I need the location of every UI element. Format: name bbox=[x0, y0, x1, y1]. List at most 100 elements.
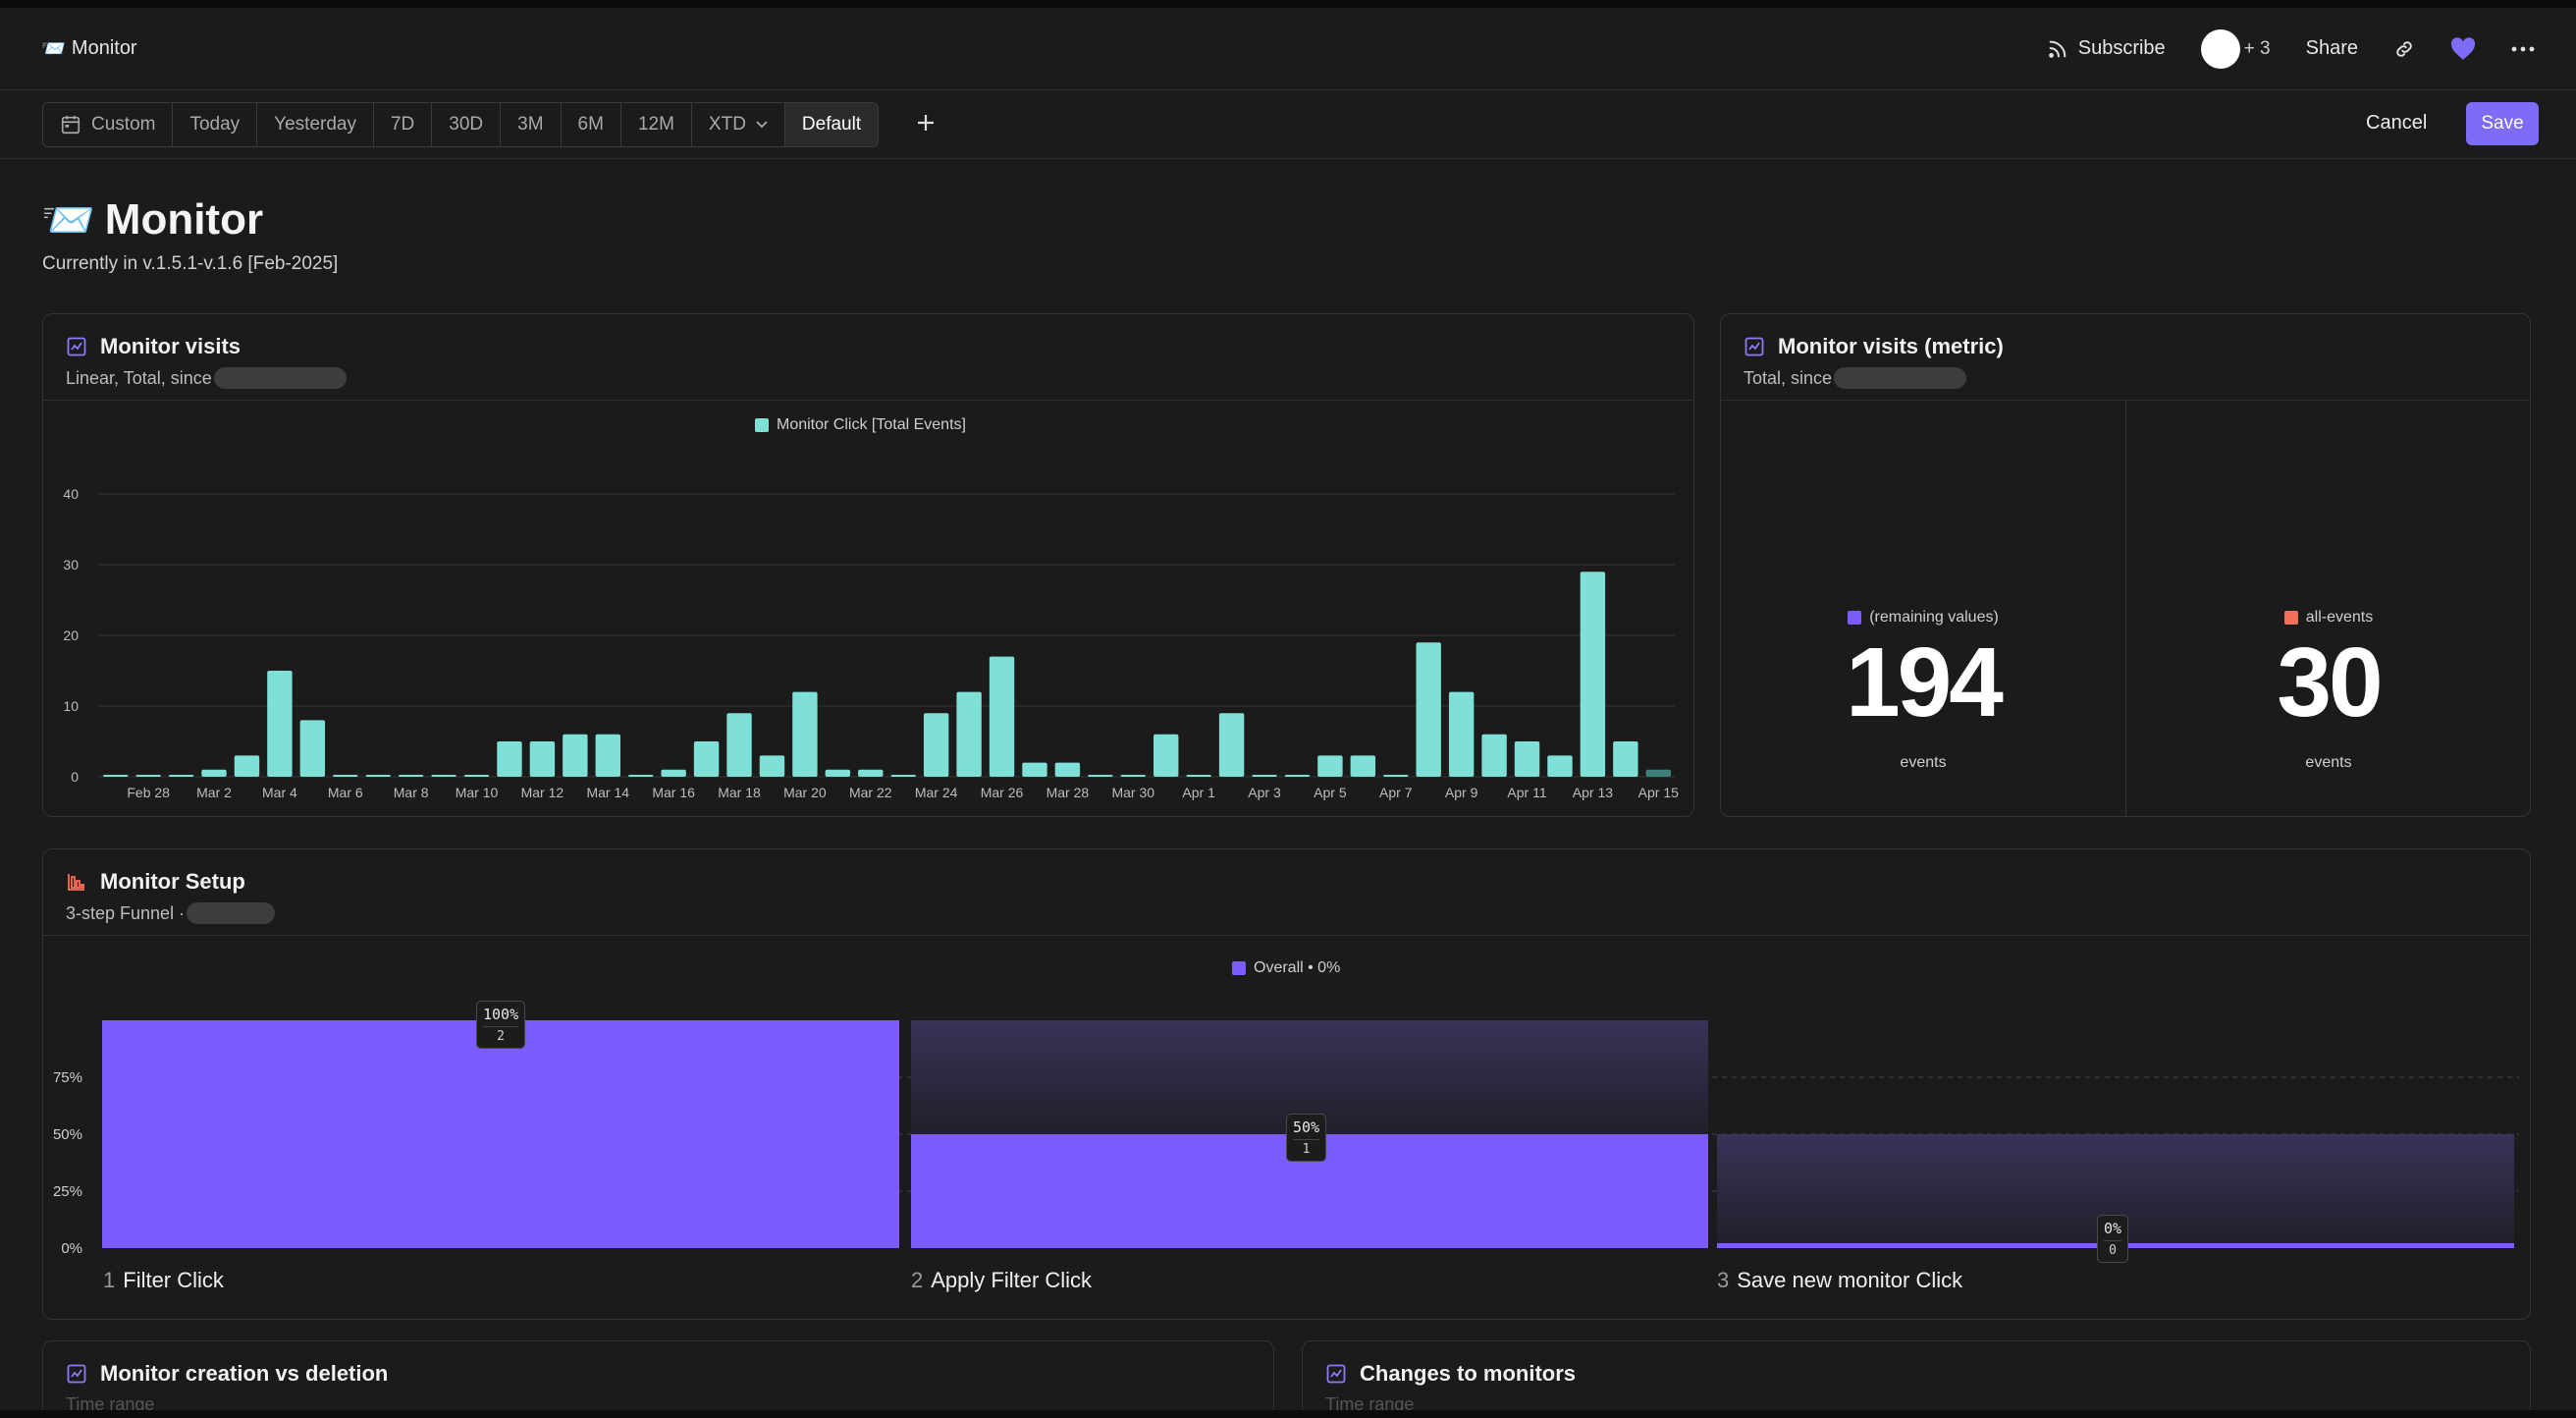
card-title[interactable]: Monitor visits bbox=[67, 334, 241, 359]
card-header: Monitor visits (metric) Total, since bbox=[1721, 314, 2530, 401]
card-subtitle-text: Time range bbox=[66, 1394, 155, 1410]
card-subtitle: Total, since bbox=[1744, 367, 1967, 389]
bar bbox=[1218, 713, 1245, 777]
funnel-step-1-label[interactable]: 1 Filter Click bbox=[103, 1268, 224, 1293]
range-7d[interactable]: 7D bbox=[374, 103, 433, 146]
monitor-setup-funnel-card[interactable]: Monitor Setup 3-step Funnel · Overall • … bbox=[42, 848, 2531, 1320]
bar bbox=[299, 720, 326, 777]
card-title-text: Changes to monitors bbox=[1360, 1361, 1577, 1386]
funnel-step-3-label[interactable]: 3 Save new monitor Click bbox=[1717, 1268, 1962, 1293]
envelope-emoji-icon: 📨 bbox=[41, 196, 95, 245]
bar bbox=[956, 691, 982, 777]
card-subtitle-text: Total, since bbox=[1744, 367, 1833, 388]
range-label: XTD bbox=[708, 114, 746, 135]
redacted-date bbox=[187, 902, 276, 924]
subscribe-button[interactable]: Subscribe bbox=[2047, 37, 2166, 60]
metric-swatch bbox=[1848, 611, 1862, 625]
range-yesterday[interactable]: Yesterday bbox=[257, 103, 374, 146]
avatar bbox=[2200, 28, 2240, 69]
funnel-step-2-label[interactable]: 2 Apply Filter Click bbox=[911, 1268, 1092, 1293]
favorite-button[interactable] bbox=[2450, 36, 2476, 61]
card-subtitle-text: Time range bbox=[1325, 1394, 1415, 1410]
card-title[interactable]: Monitor visits (metric) bbox=[1744, 334, 2004, 359]
heart-icon bbox=[2450, 36, 2476, 60]
chart-legend[interactable]: Overall • 0% bbox=[1232, 959, 1340, 977]
x-tick-label: Mar 22 bbox=[849, 785, 892, 800]
range-xtd-dropdown[interactable]: XTD bbox=[692, 103, 785, 146]
share-button[interactable]: Share bbox=[2306, 37, 2358, 60]
share-label: Share bbox=[2305, 37, 2358, 59]
avatars-extra-count: + 3 bbox=[2243, 37, 2271, 59]
bar bbox=[1613, 741, 1638, 777]
monitor-creation-vs-deletion-card[interactable]: Monitor creation vs deletion Time range bbox=[42, 1340, 1274, 1410]
tooltip-percent: 100% bbox=[483, 1006, 519, 1023]
bar bbox=[792, 691, 818, 777]
bar bbox=[234, 755, 260, 777]
card-subtitle-text: Linear, Total, since bbox=[66, 367, 212, 388]
legend-swatch bbox=[1232, 961, 1246, 975]
range-label: Default bbox=[801, 114, 862, 135]
tooltip-count: 0 bbox=[2104, 1240, 2122, 1258]
metric-label: all-events bbox=[2126, 609, 2530, 627]
card-title[interactable]: Monitor Setup bbox=[67, 869, 245, 895]
add-filter-button[interactable] bbox=[916, 108, 936, 139]
range-30d[interactable]: 30D bbox=[432, 103, 502, 146]
card-title[interactable]: Changes to monitors bbox=[1326, 1361, 1576, 1387]
envelope-emoji-icon: 📨 bbox=[41, 38, 66, 60]
card-subtitle-text: 3-step Funnel · bbox=[66, 902, 186, 923]
collaborators[interactable]: + 3 bbox=[2200, 28, 2271, 69]
bar bbox=[1448, 691, 1475, 777]
copy-link-button[interactable] bbox=[2393, 38, 2415, 60]
card-title[interactable]: Monitor creation vs deletion bbox=[67, 1361, 388, 1387]
save-button[interactable]: Save bbox=[2466, 102, 2539, 145]
bar bbox=[497, 741, 522, 777]
bar bbox=[1481, 734, 1507, 777]
bar bbox=[923, 713, 949, 777]
range-default[interactable]: Default bbox=[784, 103, 879, 146]
x-tick-label: Mar 24 bbox=[915, 785, 958, 800]
range-3m[interactable]: 3M bbox=[501, 103, 562, 146]
page-title: 📨 Monitor bbox=[41, 194, 263, 245]
more-options-button[interactable] bbox=[2511, 45, 2535, 53]
x-tick-label: Apr 13 bbox=[1573, 785, 1613, 800]
bar bbox=[1580, 572, 1606, 777]
breadcrumb[interactable]: 📨 Monitor bbox=[41, 36, 137, 61]
x-tick-label: Mar 28 bbox=[1046, 785, 1090, 800]
cancel-button[interactable]: Cancel bbox=[2366, 112, 2428, 134]
top-bar: 📨 Monitor Subscribe + 3 Share bbox=[0, 8, 2576, 90]
bar bbox=[628, 775, 654, 777]
range-12m[interactable]: 12M bbox=[621, 103, 692, 146]
bar bbox=[563, 734, 588, 777]
changes-to-monitors-card[interactable]: Changes to monitors Time range bbox=[1302, 1340, 2531, 1410]
monitor-visits-metric-card[interactable]: Monitor visits (metric) Total, since (re… bbox=[1720, 313, 2531, 817]
range-custom[interactable]: Custom bbox=[43, 103, 174, 146]
bar bbox=[1383, 775, 1409, 777]
funnel-tooltip-step-1: 100% 2 bbox=[476, 1001, 526, 1049]
range-label: 12M bbox=[637, 114, 674, 135]
bar bbox=[1350, 755, 1376, 777]
bar bbox=[1154, 734, 1179, 777]
range-6m[interactable]: 6M bbox=[562, 103, 621, 146]
legend-swatch bbox=[755, 418, 769, 432]
bar bbox=[858, 769, 884, 777]
bar bbox=[463, 775, 490, 777]
chart-legend[interactable]: Monitor Click [Total Events] bbox=[755, 416, 966, 434]
x-tick-label: Apr 1 bbox=[1182, 785, 1215, 800]
tooltip-percent: 0% bbox=[2104, 1220, 2122, 1237]
calendar-icon bbox=[61, 115, 80, 135]
step-name: Apply Filter Click bbox=[931, 1268, 1093, 1292]
bar bbox=[595, 734, 620, 777]
card-header: Monitor Setup 3-step Funnel · bbox=[43, 849, 2530, 936]
card-title-text: Monitor visits (metric) bbox=[1778, 334, 2004, 358]
card-title-text: Monitor visits bbox=[100, 334, 242, 358]
y-tick-label: 50% bbox=[53, 1126, 82, 1143]
x-tick-label: Apr 9 bbox=[1445, 785, 1478, 800]
monitor-visits-card[interactable]: Monitor visits Linear, Total, since Moni… bbox=[42, 313, 1694, 817]
bar bbox=[693, 741, 720, 777]
line-chart-icon bbox=[67, 1364, 86, 1384]
x-tick-label: Mar 10 bbox=[456, 785, 499, 800]
divider bbox=[2125, 401, 2126, 816]
step-number: 3 bbox=[1717, 1268, 1730, 1292]
tooltip-percent: 50% bbox=[1293, 1118, 1320, 1136]
range-today[interactable]: Today bbox=[173, 103, 258, 146]
